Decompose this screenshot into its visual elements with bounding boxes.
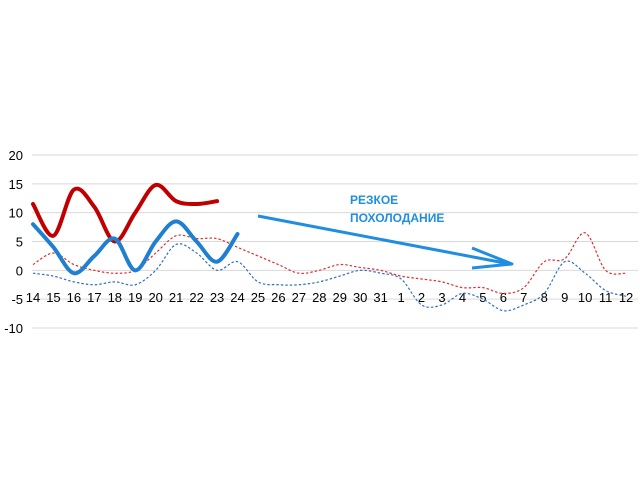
- x-tick-label: 26: [271, 290, 285, 305]
- annotation: РЕЗКОЕ ПОХОЛОДАНИЕ: [257, 193, 514, 270]
- x-tick-label: 20: [148, 290, 162, 305]
- x-tick-label: 7: [520, 290, 527, 305]
- y-tick-label: 10: [9, 206, 23, 221]
- trend-arrow-shaft: [257, 214, 511, 266]
- x-tick-label: 16: [67, 290, 81, 305]
- x-tick-label: 9: [561, 290, 568, 305]
- trend-arrow-head: [471, 246, 514, 270]
- series-line-1: [31, 219, 240, 276]
- x-tick-label: 25: [251, 290, 265, 305]
- y-tick-label: 0: [16, 263, 23, 278]
- x-tick-label: 27: [292, 290, 306, 305]
- x-tick-label: 24: [230, 290, 244, 305]
- x-tick-label: 23: [210, 290, 224, 305]
- y-axis-ticks: 20 15 10 5 0 -5 -10: [4, 148, 23, 336]
- x-tick-label: 29: [333, 290, 347, 305]
- x-tick-label: 31: [373, 290, 387, 305]
- y-tick-label: 15: [9, 177, 23, 192]
- y-tick-label: 5: [16, 235, 23, 250]
- x-tick-label: 5: [479, 290, 486, 305]
- series-line-0: [31, 182, 220, 244]
- x-tick-label: 8: [541, 290, 548, 305]
- x-tick-label: 6: [500, 290, 507, 305]
- x-tick-label: 22: [189, 290, 203, 305]
- x-tick-label: 28: [312, 290, 326, 305]
- x-tick-label: 2: [418, 290, 425, 305]
- x-tick-label: 3: [438, 290, 445, 305]
- x-tick-label: 21: [169, 290, 183, 305]
- x-axis-ticks: 14 15 16 17 18 19 20 21 22 23 24 25 26 27 28 29 30 31 1 2 3 4…: [26, 290, 634, 305]
- y-tick-label: -5: [11, 292, 23, 307]
- x-tick-label: 4: [459, 290, 466, 305]
- x-tick-label: 12: [619, 290, 633, 305]
- annotation-line-1: РЕЗКОЕ: [350, 193, 398, 207]
- series-lines: [31, 182, 627, 312]
- x-tick-label: 11: [599, 290, 613, 305]
- x-tick-label: 10: [578, 290, 592, 305]
- x-tick-label: 1: [397, 290, 404, 305]
- y-tick-label: 20: [9, 148, 23, 163]
- x-tick-label: 14: [26, 290, 40, 305]
- x-tick-label: 17: [87, 290, 101, 305]
- x-tick-label: 18: [108, 290, 122, 305]
- x-tick-label: 15: [46, 290, 60, 305]
- x-tick-label: 30: [353, 290, 367, 305]
- x-tick-label: 19: [128, 290, 142, 305]
- y-tick-label: -10: [4, 321, 23, 336]
- annotation-line-2: ПОХОЛОДАНИЕ: [350, 211, 444, 225]
